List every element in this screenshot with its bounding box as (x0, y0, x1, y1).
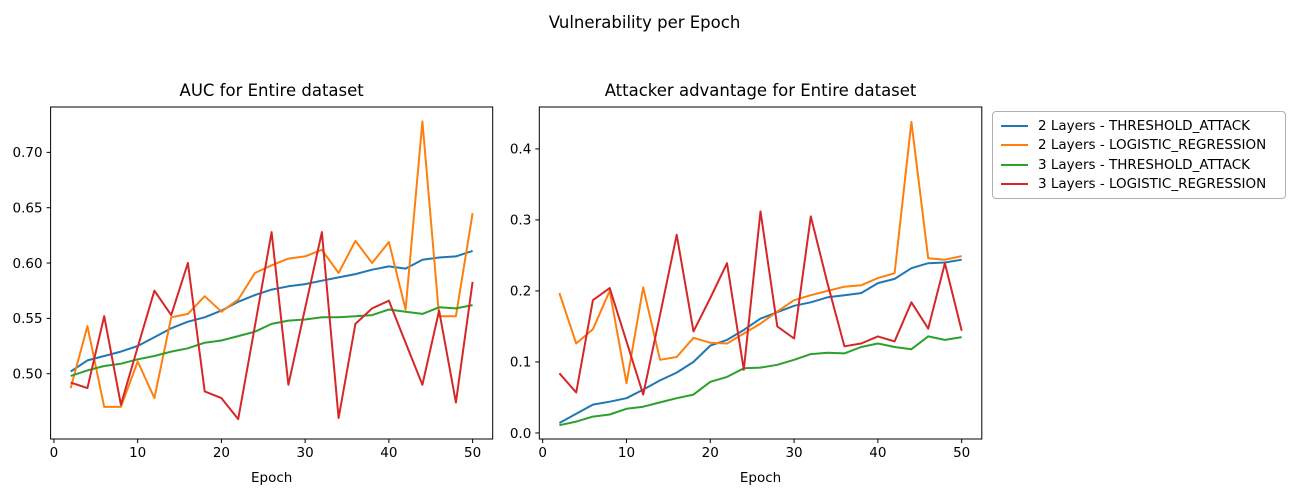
series-line-2-layers-logistic-regression (558, 120, 962, 385)
plot-frame (538, 106, 983, 440)
legend-item-2-layers-logistic-regression: 2 Layers - LOGISTIC_REGRESSION (1001, 137, 1277, 153)
series-line-2-layers-threshold-attack (558, 258, 962, 424)
legend-line-swatch (1001, 144, 1028, 147)
x-tick-label: 20 (213, 445, 230, 461)
series-line-2-layers-threshold-attack (70, 249, 473, 373)
legend-line-swatch (1001, 124, 1028, 127)
y-tick-label: 0.3 (510, 213, 531, 229)
auc-chart: 0 10 20 30 40 50 0.50 0.55 0.60 0.65 0.70 AUC for E… (13, 81, 494, 486)
plot-frame (50, 106, 494, 440)
y-tick-label: 0.0 (510, 426, 531, 442)
legend: 2 Layers - THRESHOLD_ATTACK 2 Layers - LO… (992, 111, 1286, 199)
legend-item-2-layers-threshold-attack: 2 Layers - THRESHOLD_ATTACK (1001, 118, 1277, 134)
series-line-3-layers-threshold-attack (559, 335, 962, 427)
series-line-3-layers-logistic-regression (558, 210, 963, 396)
y-tick-label: 0.1 (510, 355, 531, 371)
x-tick-label: 10 (618, 445, 635, 461)
legend-label: 2 Layers - THRESHOLD_ATTACK (1038, 117, 1250, 134)
y-tick-label: 0.60 (13, 256, 43, 272)
attacker-advantage-chart: 0 10 20 30 40 50 0.0 0.1 0.2 0.3 0.4 Attacker advan… (510, 81, 983, 486)
x-tick-label: 50 (953, 445, 970, 461)
legend-label: 2 Layers - LOGISTIC_REGRESSION (1038, 137, 1267, 154)
series-line-3-layers-threshold-attack (70, 304, 473, 377)
x-tick-label: 0 (538, 445, 547, 461)
legend-label: 3 Layers - THRESHOLD_ATTACK (1038, 156, 1250, 173)
x-tick-label: 30 (297, 445, 314, 461)
x-tick-label: 20 (702, 445, 719, 461)
legend-line-swatch (1001, 163, 1028, 166)
series-line-2-layers-logistic-regression (69, 120, 474, 408)
x-tick-label: 0 (50, 445, 59, 461)
y-tick-label: 0.50 (13, 367, 43, 383)
y-tick-label: 0.65 (13, 201, 43, 217)
legend-line-swatch (1001, 183, 1028, 186)
y-tick-label: 0.2 (510, 284, 531, 300)
x-tick-label: 40 (380, 445, 397, 461)
chart-title: Attacker advantage for Entire dataset (605, 81, 917, 100)
x-axis-label: Epoch (740, 470, 781, 486)
legend-label: 3 Layers - LOGISTIC_REGRESSION (1038, 176, 1267, 193)
x-tick-label: 10 (129, 445, 146, 461)
x-tick-label: 30 (785, 445, 802, 461)
y-tick-label: 0.4 (510, 142, 531, 158)
figure-title: Vulnerability per Epoch (548, 13, 741, 32)
x-tick-label: 50 (464, 445, 481, 461)
x-tick-label: 40 (869, 445, 886, 461)
chart-title: AUC for Entire dataset (180, 81, 365, 100)
y-tick-label: 0.70 (13, 145, 43, 161)
legend-item-3-layers-logistic-regression: 3 Layers - LOGISTIC_REGRESSION (1001, 176, 1277, 192)
y-tick-label: 0.55 (13, 311, 43, 327)
series-line-3-layers-logistic-regression (70, 231, 474, 421)
x-axis-label: Epoch (251, 470, 292, 486)
legend-item-3-layers-threshold-attack: 3 Layers - THRESHOLD_ATTACK (1001, 157, 1277, 173)
